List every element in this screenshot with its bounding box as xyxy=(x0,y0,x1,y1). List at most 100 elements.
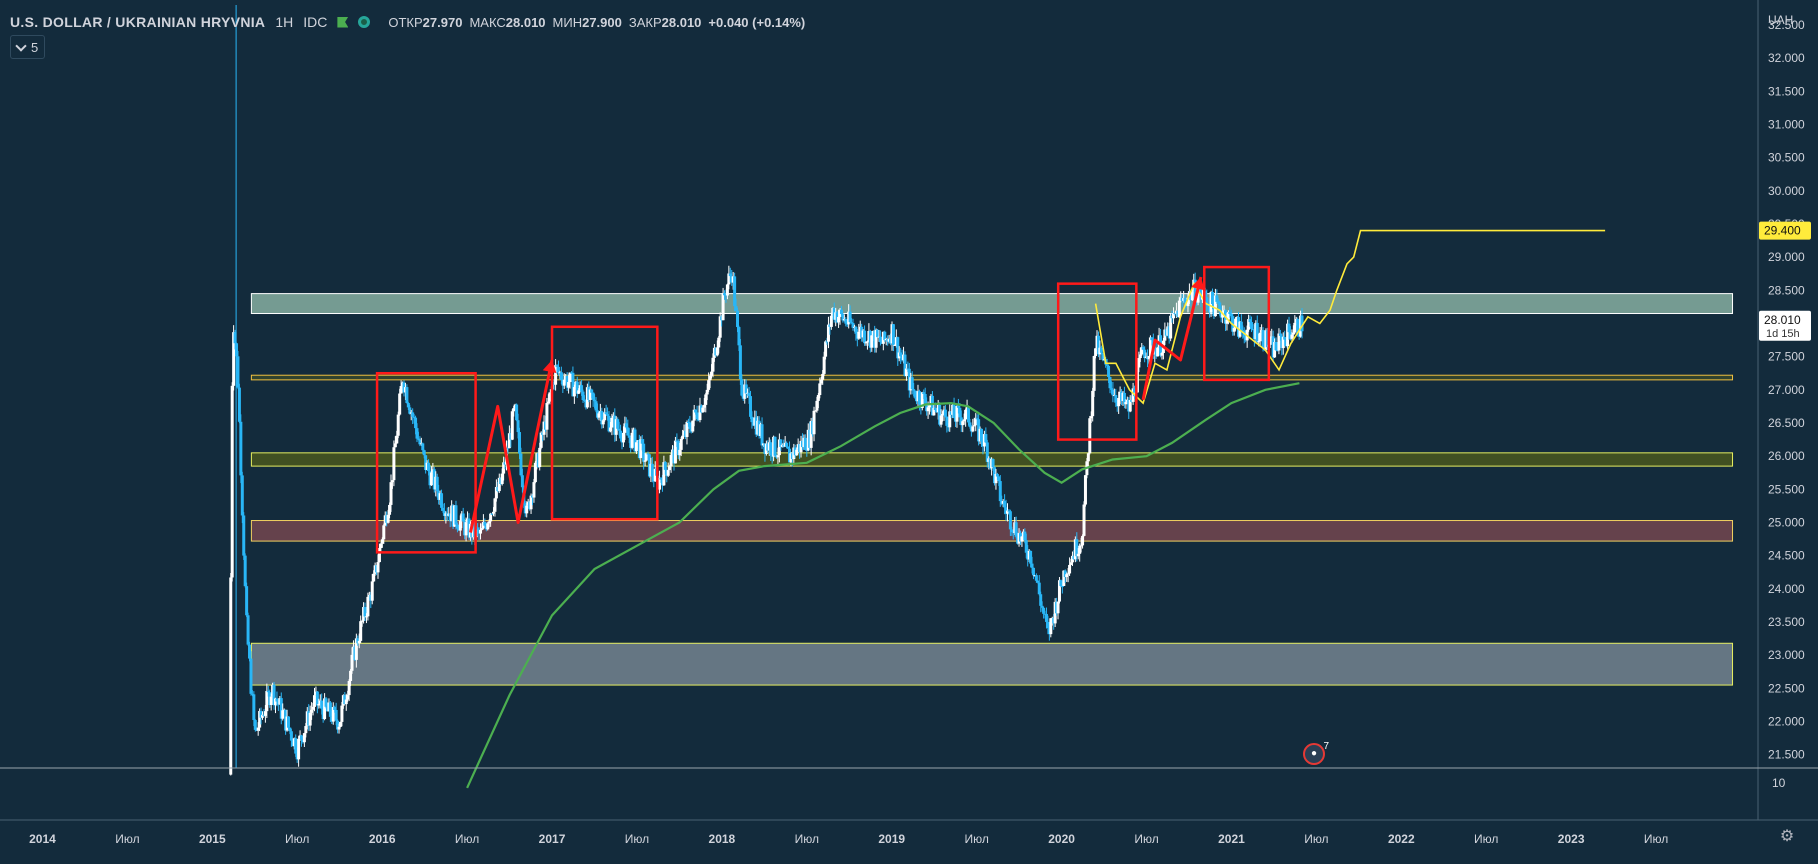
projection xyxy=(1094,229,1606,405)
candle-body-713 xyxy=(1258,332,1262,342)
annotation-arrow-1 xyxy=(1141,276,1203,401)
candle-body-459 xyxy=(891,324,895,346)
candle-body-531 xyxy=(995,474,999,477)
candle-body-128 xyxy=(414,417,418,429)
candle-body-562 xyxy=(1040,605,1044,608)
candle-body-501 xyxy=(952,404,956,419)
candle-body-496 xyxy=(945,416,949,426)
candle-body-2 xyxy=(232,332,236,386)
candle-body-202 xyxy=(520,475,524,488)
time-tick-label: Июл xyxy=(795,832,819,846)
candle-body-565 xyxy=(1044,613,1048,622)
candle-body-538 xyxy=(1005,510,1009,514)
candle-body-599 xyxy=(1094,348,1098,357)
candle-body-73 xyxy=(334,709,338,721)
candle-body-156 xyxy=(454,505,458,525)
interval-label[interactable]: 1H xyxy=(275,14,294,30)
candle-body-685 xyxy=(1218,302,1222,311)
candle-body-280 xyxy=(633,429,637,452)
candle-body-426 xyxy=(844,319,848,324)
candle-body-739 xyxy=(1296,319,1300,335)
price-tick-label: 22.500 xyxy=(1768,681,1805,695)
candle-body-19 xyxy=(256,727,260,731)
candle-body-483 xyxy=(926,407,930,412)
candle-body-159 xyxy=(458,521,462,531)
candle-body-287 xyxy=(643,460,647,462)
candle-body-683 xyxy=(1215,295,1219,302)
symbol-title[interactable]: U.S. DOLLAR / UKRAINIAN HRYVNIA xyxy=(10,14,266,30)
price-tick-label: 27.500 xyxy=(1768,350,1805,364)
time-tick-label: 2016 xyxy=(369,832,396,846)
candle-body-251 xyxy=(591,392,595,400)
candle-body-473 xyxy=(912,389,916,391)
time-tick-label: Июл xyxy=(1474,832,1498,846)
candle-body-229 xyxy=(559,372,563,380)
candle-body-60 xyxy=(315,691,319,706)
candle-body-556 xyxy=(1031,567,1035,576)
candle-body-712 xyxy=(1257,341,1261,343)
currency-label[interactable]: UAH xyxy=(1768,13,1794,27)
candle-body-17 xyxy=(253,720,257,730)
candle-body-559 xyxy=(1036,580,1040,583)
candle-body-342 xyxy=(723,293,727,296)
candle-body-262 xyxy=(607,415,611,432)
high-value: 28.010 xyxy=(505,14,546,30)
price-tick-label: 26.500 xyxy=(1768,416,1805,430)
candle-body-13 xyxy=(248,644,252,659)
low-value: 27.900 xyxy=(582,14,622,30)
candle-body-84 xyxy=(350,654,354,671)
candle-body-288 xyxy=(645,453,649,461)
candle-body-310 xyxy=(676,441,680,456)
candle-body-9 xyxy=(242,515,246,556)
chevron-down-icon[interactable] xyxy=(15,39,27,52)
candle-body-215 xyxy=(539,432,543,448)
candle-body-234 xyxy=(567,382,571,388)
candle-body-40 xyxy=(286,716,290,728)
candle-body-692 xyxy=(1228,312,1232,315)
candle-body-591 xyxy=(1082,504,1086,536)
candle-body-729 xyxy=(1281,337,1285,349)
price-tick-label: 22.000 xyxy=(1768,715,1805,729)
candle-body-608 xyxy=(1107,365,1111,378)
candle-body-615 xyxy=(1117,397,1121,407)
candle-body-742 xyxy=(1300,315,1304,332)
candle-body-58 xyxy=(312,695,316,707)
candle-body-163 xyxy=(464,522,468,536)
events-flag-icon[interactable]: ● 7 xyxy=(1303,741,1329,765)
candle-body-171 xyxy=(476,527,480,530)
candle-body-113 xyxy=(392,447,396,481)
candle-body-626 xyxy=(1133,388,1137,397)
candle-body-225 xyxy=(554,365,558,385)
candle-body-250 xyxy=(590,389,594,393)
source-label: IDC xyxy=(303,14,328,30)
candle-body-663 xyxy=(1186,297,1190,307)
annotation-arrow-0 xyxy=(469,359,554,533)
candle-body-460 xyxy=(893,345,897,347)
candle-body-313 xyxy=(681,435,685,439)
candle-body-346 xyxy=(728,273,732,277)
candle-body-341 xyxy=(721,293,725,321)
candle-body-481 xyxy=(923,393,927,404)
candle-body-106 xyxy=(382,525,386,540)
candle-body-595 xyxy=(1088,418,1092,454)
candle-body-275 xyxy=(626,427,630,436)
candle-body-244 xyxy=(581,391,585,401)
candle-body-354 xyxy=(740,379,744,396)
candle-body-312 xyxy=(679,438,683,450)
annotation-box-3 xyxy=(1203,265,1271,382)
candle-body-523 xyxy=(984,434,988,443)
candle-body-623 xyxy=(1128,399,1132,412)
candle-body-331 xyxy=(707,380,711,390)
candle-body-5 xyxy=(236,356,240,388)
indicator-toggle[interactable]: 5 xyxy=(10,35,46,59)
candle-body-619 xyxy=(1122,392,1126,405)
candle-body-317 xyxy=(686,421,690,423)
price-tick-label: 32.500 xyxy=(1768,18,1805,32)
candle-body-495 xyxy=(943,409,947,417)
candle-body-421 xyxy=(837,316,841,323)
candle-body-189 xyxy=(502,462,506,474)
gear-icon[interactable]: ⚙ xyxy=(1779,828,1795,845)
indicator-count: 5 xyxy=(31,39,39,55)
